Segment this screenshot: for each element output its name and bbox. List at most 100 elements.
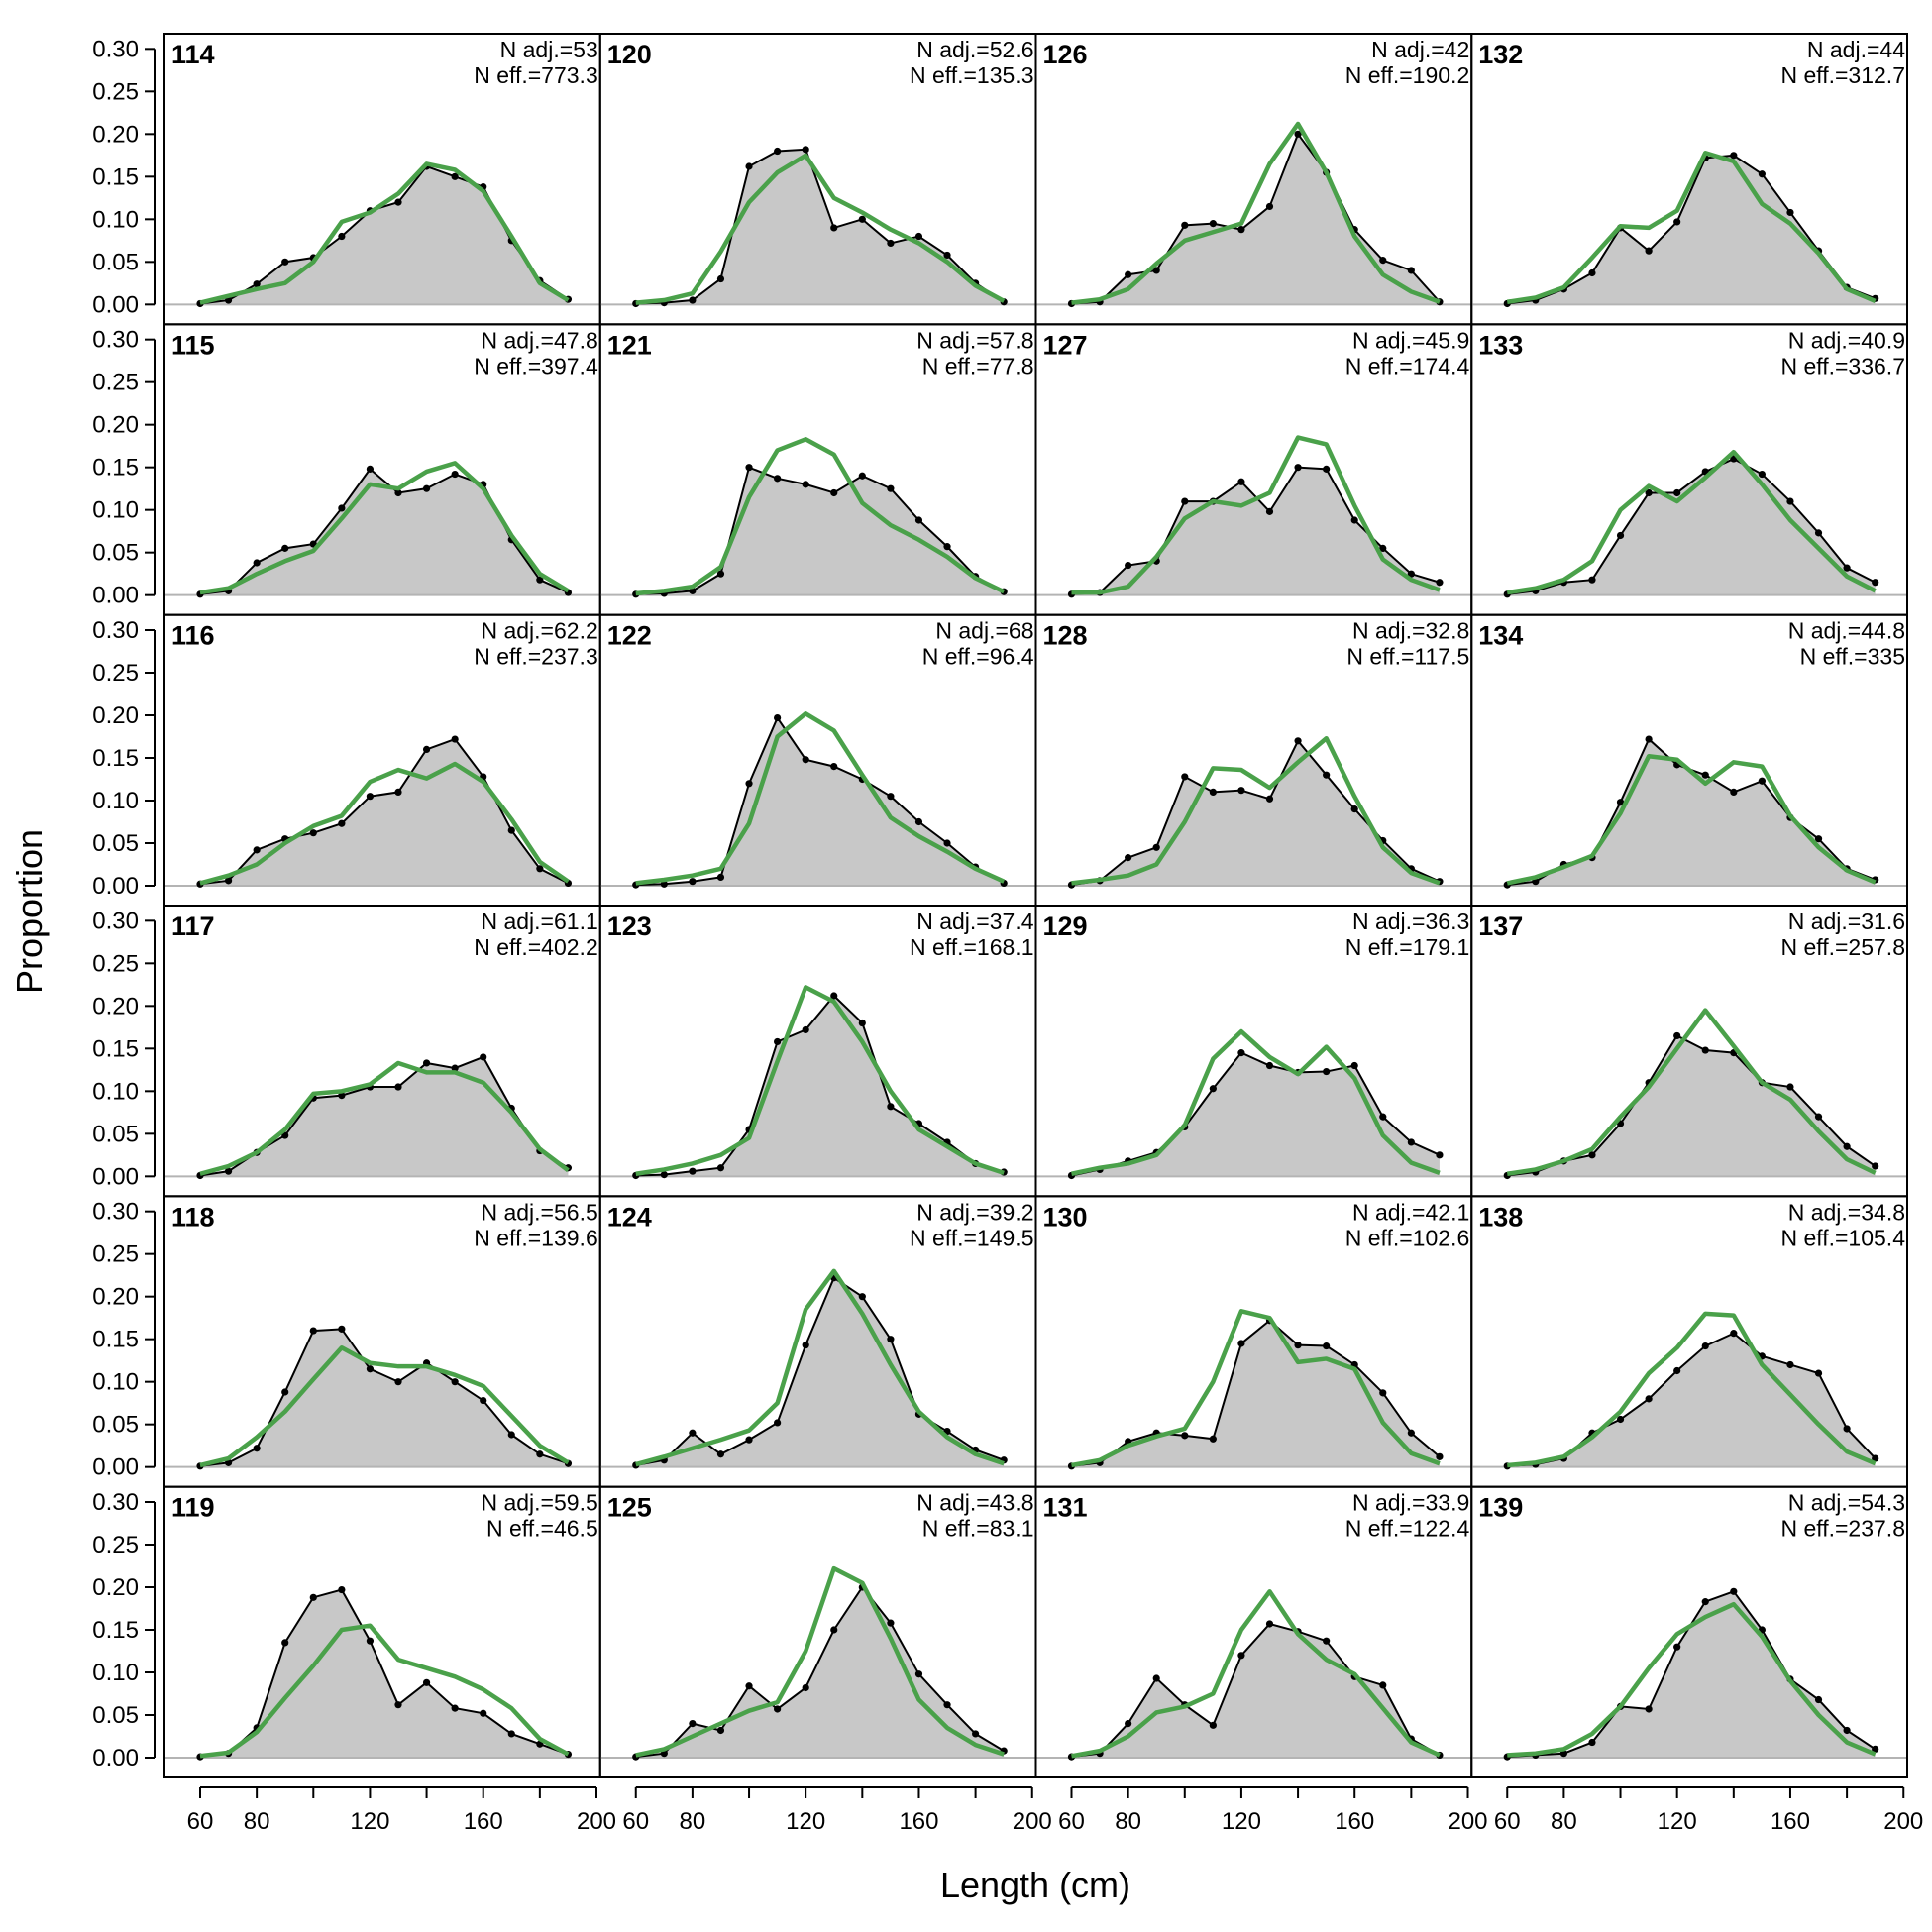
n-eff-label: N eff.=117.5 bbox=[1346, 644, 1469, 670]
observed-line bbox=[1507, 457, 1877, 595]
observed-point bbox=[1125, 1720, 1132, 1728]
observed-point bbox=[745, 780, 753, 788]
n-adj-label: N adj.=53 bbox=[500, 37, 598, 62]
observed-point bbox=[887, 1336, 895, 1343]
observed-point bbox=[1843, 564, 1851, 572]
n-adj-label: N adj.=47.8 bbox=[481, 327, 597, 353]
observed-point bbox=[422, 484, 431, 492]
expected-line bbox=[1071, 1589, 1441, 1759]
n-adj-label: N adj.=54.3 bbox=[1788, 1490, 1905, 1516]
observed-point bbox=[716, 1450, 725, 1458]
panel-label: 127 bbox=[1043, 330, 1088, 360]
observed-line bbox=[1071, 1319, 1441, 1467]
observed-point bbox=[1758, 777, 1766, 785]
observed-point bbox=[1436, 1151, 1444, 1159]
observed-point bbox=[1436, 1452, 1444, 1460]
observed-area bbox=[635, 149, 1005, 305]
observed-area bbox=[200, 1056, 569, 1177]
y-tick-label: 0.00 bbox=[92, 1745, 139, 1771]
observed-point bbox=[1125, 270, 1132, 278]
x-tick-label: 160 bbox=[1771, 1808, 1810, 1835]
n-adj-label: N adj.=34.8 bbox=[1788, 1199, 1905, 1225]
observed-point bbox=[1294, 464, 1302, 472]
y-tick-label: 0.30 bbox=[92, 1199, 139, 1226]
n-eff-label: N eff.=139.6 bbox=[474, 1225, 598, 1250]
expected-line bbox=[635, 985, 1005, 1176]
observed-point bbox=[1350, 1061, 1358, 1070]
observed-point bbox=[338, 819, 346, 827]
expected-line bbox=[635, 1565, 1005, 1758]
observed-point bbox=[451, 1064, 459, 1072]
panel-115: 115 N adj.=47.8N eff.=397.4 bbox=[163, 323, 601, 616]
expected-line bbox=[1506, 449, 1877, 595]
y-tick-label: 0.30 bbox=[92, 908, 139, 934]
panel-label: 139 bbox=[1478, 1493, 1523, 1523]
x-tick-label: 120 bbox=[1222, 1808, 1261, 1835]
expected-line bbox=[1507, 1311, 1877, 1468]
observed-point bbox=[914, 1670, 923, 1678]
observed-point bbox=[1125, 854, 1132, 862]
expected-line bbox=[1507, 1601, 1877, 1758]
observed-point bbox=[536, 1450, 544, 1458]
observed-point bbox=[774, 147, 782, 156]
expected-line bbox=[1506, 1008, 1877, 1176]
y-tick-label: 0.15 bbox=[92, 1327, 139, 1353]
observed-point bbox=[1181, 497, 1189, 505]
observed-point bbox=[1181, 1432, 1189, 1440]
x-tick-label: 120 bbox=[1658, 1808, 1697, 1835]
panel-118: 118 N adj.=56.5N eff.=139.6 bbox=[163, 1195, 601, 1488]
panel-139: 139 N adj.=54.3N eff.=237.8 bbox=[1470, 1485, 1908, 1778]
panel-131: 131 N adj.=33.9N eff.=122.4 bbox=[1034, 1485, 1473, 1778]
observed-point bbox=[1872, 579, 1879, 587]
observed-point bbox=[830, 488, 838, 497]
y-tick-label: 0.10 bbox=[92, 1660, 139, 1686]
observed-point bbox=[1265, 795, 1274, 803]
observed-point bbox=[338, 1325, 346, 1333]
n-eff-label: N eff.=335 bbox=[1800, 644, 1905, 670]
x-tick-label: 80 bbox=[244, 1808, 270, 1835]
observed-point bbox=[451, 470, 459, 479]
observed-point bbox=[1588, 1151, 1596, 1159]
observed-point bbox=[1350, 516, 1358, 524]
n-adj-label: N adj.=61.1 bbox=[481, 909, 597, 934]
n-adj-label: N adj.=33.9 bbox=[1352, 1490, 1469, 1516]
observed-point bbox=[1237, 478, 1245, 485]
expected-line bbox=[1506, 151, 1877, 304]
observed-point bbox=[802, 1342, 809, 1349]
n-eff-label: N eff.=122.4 bbox=[1345, 1516, 1470, 1542]
observed-point bbox=[1379, 257, 1387, 265]
n-eff-label: N eff.=77.8 bbox=[922, 353, 1034, 378]
observed-point bbox=[745, 464, 753, 472]
y-axis-row-4: 0.00 0.05 0.10 0.15 0.20 0.25 0.30 bbox=[92, 908, 156, 1190]
observed-point bbox=[1152, 1674, 1160, 1682]
expected-line bbox=[199, 1345, 570, 1468]
observed-point bbox=[1209, 1435, 1217, 1443]
observed-point bbox=[1645, 735, 1653, 743]
panel-132: 132 N adj.=44N eff.=312.7 bbox=[1470, 33, 1908, 326]
observed-line bbox=[635, 466, 1005, 595]
observed-point bbox=[1379, 1113, 1387, 1121]
panel-128: 128 N adj.=32.8N eff.=117.5 bbox=[1034, 613, 1473, 908]
observed-area bbox=[1507, 1591, 1876, 1758]
n-eff-label: N eff.=773.3 bbox=[474, 62, 598, 88]
n-eff-label: N eff.=83.1 bbox=[922, 1516, 1034, 1542]
observed-point bbox=[1730, 1330, 1738, 1338]
observed-point bbox=[1323, 465, 1331, 473]
observed-point bbox=[830, 992, 838, 1000]
observed-line bbox=[635, 1276, 1005, 1466]
observed-point bbox=[366, 1365, 375, 1373]
observed-point bbox=[366, 1637, 375, 1645]
n-eff-label: N eff.=102.6 bbox=[1345, 1225, 1470, 1250]
observed-point bbox=[914, 817, 923, 826]
observed-point bbox=[1645, 488, 1653, 497]
observed-point bbox=[338, 232, 346, 241]
observed-point bbox=[802, 1683, 809, 1692]
observed-point bbox=[745, 1436, 753, 1444]
panel-label: 121 bbox=[607, 330, 652, 360]
n-eff-label: N eff.=149.5 bbox=[910, 1225, 1034, 1250]
y-axis-row-2: 0.00 0.05 0.10 0.15 0.20 0.25 0.30 bbox=[92, 327, 156, 609]
n-eff-label: N eff.=135.3 bbox=[910, 62, 1034, 88]
observed-point bbox=[774, 1705, 782, 1713]
y-tick-label: 0.20 bbox=[92, 993, 139, 1020]
n-adj-label: N adj.=40.9 bbox=[1788, 327, 1905, 353]
